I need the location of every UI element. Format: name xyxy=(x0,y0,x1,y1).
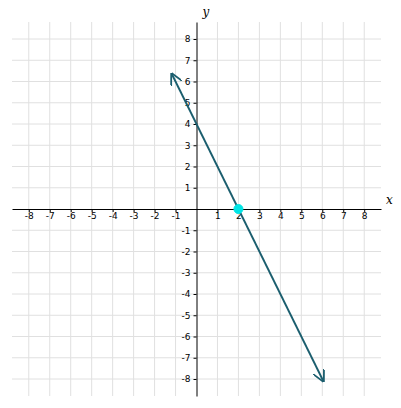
x-tick: -2 xyxy=(151,209,160,221)
y-tick-label: -7 xyxy=(182,353,191,363)
x-tick: -1 xyxy=(172,209,181,221)
x-tick: -6 xyxy=(67,209,76,221)
line xyxy=(172,74,324,381)
grid xyxy=(12,22,381,396)
x-tick-label: 6 xyxy=(320,211,326,221)
y-tick-mark xyxy=(194,82,197,83)
x-tick: -5 xyxy=(88,209,97,221)
y-tick-label: 7 xyxy=(185,56,191,66)
y-tick-mark xyxy=(194,315,197,316)
x-tick: 5 xyxy=(299,209,305,221)
x-tick-label: 4 xyxy=(278,211,284,221)
y-tick-mark xyxy=(194,188,197,189)
point xyxy=(234,205,243,214)
x-tick: 6 xyxy=(320,209,326,221)
plot: -8 -7 -6 -5 -4 -3 -2 -1 1 2 3 4 5 6 7 8 -8 -7 -6 -5 -4 -3 -2 -1… xyxy=(12,5,393,397)
y-tick-label: -1 xyxy=(182,226,191,236)
y-axis-label: y xyxy=(202,5,210,19)
y-tick: 6 xyxy=(185,77,197,87)
x-tick: -7 xyxy=(46,209,55,221)
x-tick: -4 xyxy=(109,209,118,221)
x-tick-label: 8 xyxy=(362,211,368,221)
x-tick: -8 xyxy=(25,209,34,221)
y-tick-label: 6 xyxy=(185,77,191,87)
x-tick: -3 xyxy=(130,209,139,221)
x-tick-label: 3 xyxy=(257,211,263,221)
x-tick: 1 xyxy=(215,209,221,221)
y-tick: 8 xyxy=(185,34,197,44)
x-tick-label: 7 xyxy=(341,211,347,221)
x-tick-label: -4 xyxy=(109,211,118,221)
y-tick: 1 xyxy=(185,183,197,193)
y-tick: -8 xyxy=(182,374,197,384)
y-tick: -7 xyxy=(182,353,197,363)
y-tick-label: 1 xyxy=(185,183,191,193)
y-tick-label: 2 xyxy=(185,162,191,172)
chart: -8 -7 -6 -5 -4 -3 -2 -1 1 2 3 4 5 6 7 8 -8 -7 -6 -5 -4 -3 -2 -1… xyxy=(0,0,401,408)
y-axis: -8-7-6-5-4-3-2-112345678 xyxy=(182,23,197,397)
y-tick-mark xyxy=(194,230,197,231)
y-tick-mark xyxy=(194,358,197,359)
y-tick: 2 xyxy=(185,162,197,172)
x-tick-label: -5 xyxy=(88,211,97,221)
y-tick-label: 8 xyxy=(185,34,191,44)
y-tick-label: -2 xyxy=(182,247,191,257)
y-tick-mark xyxy=(194,273,197,274)
x-tick: 8 xyxy=(362,209,368,221)
y-tick-label: 3 xyxy=(185,141,191,151)
y-tick: 3 xyxy=(185,141,197,151)
y-tick: -6 xyxy=(182,332,197,342)
y-tick: 7 xyxy=(185,56,197,66)
y-tick: -2 xyxy=(182,247,197,257)
x-tick-label: -6 xyxy=(67,211,76,221)
y-tick-mark xyxy=(194,39,197,40)
y-tick-mark xyxy=(194,145,197,146)
y-tick: -4 xyxy=(182,289,197,299)
y-tick-mark xyxy=(194,60,197,61)
y-tick: -5 xyxy=(182,311,197,321)
y-tick-label: -4 xyxy=(182,289,191,299)
y-tick-label: -3 xyxy=(182,268,191,278)
y-tick-mark xyxy=(194,103,197,104)
y-tick: -3 xyxy=(182,268,197,278)
y-tick-label: -6 xyxy=(182,332,191,342)
x-tick: 7 xyxy=(341,209,347,221)
marks xyxy=(172,74,324,381)
x-tick: 3 xyxy=(257,209,263,221)
x-tick-label: -8 xyxy=(25,211,34,221)
y-tick-label: -8 xyxy=(182,374,191,384)
x-tick-label: -3 xyxy=(130,211,139,221)
y-tick-mark xyxy=(194,379,197,380)
y-tick-mark xyxy=(194,252,197,253)
y-tick-label: -5 xyxy=(182,311,191,321)
y-tick: -1 xyxy=(182,226,197,236)
y-tick-mark xyxy=(194,294,197,295)
x-tick-label: 1 xyxy=(215,211,221,221)
y-axis-line xyxy=(197,23,198,397)
x-tick-label: -2 xyxy=(151,211,160,221)
y-tick-mark xyxy=(194,167,197,168)
x-tick-label: -1 xyxy=(172,211,181,221)
x-axis-label: x xyxy=(386,193,393,207)
x-tick: 4 xyxy=(278,209,284,221)
x-tick-label: 5 xyxy=(299,211,305,221)
y-tick-label: 4 xyxy=(185,119,191,129)
y-tick-mark xyxy=(194,337,197,338)
x-tick-label: -7 xyxy=(46,211,55,221)
